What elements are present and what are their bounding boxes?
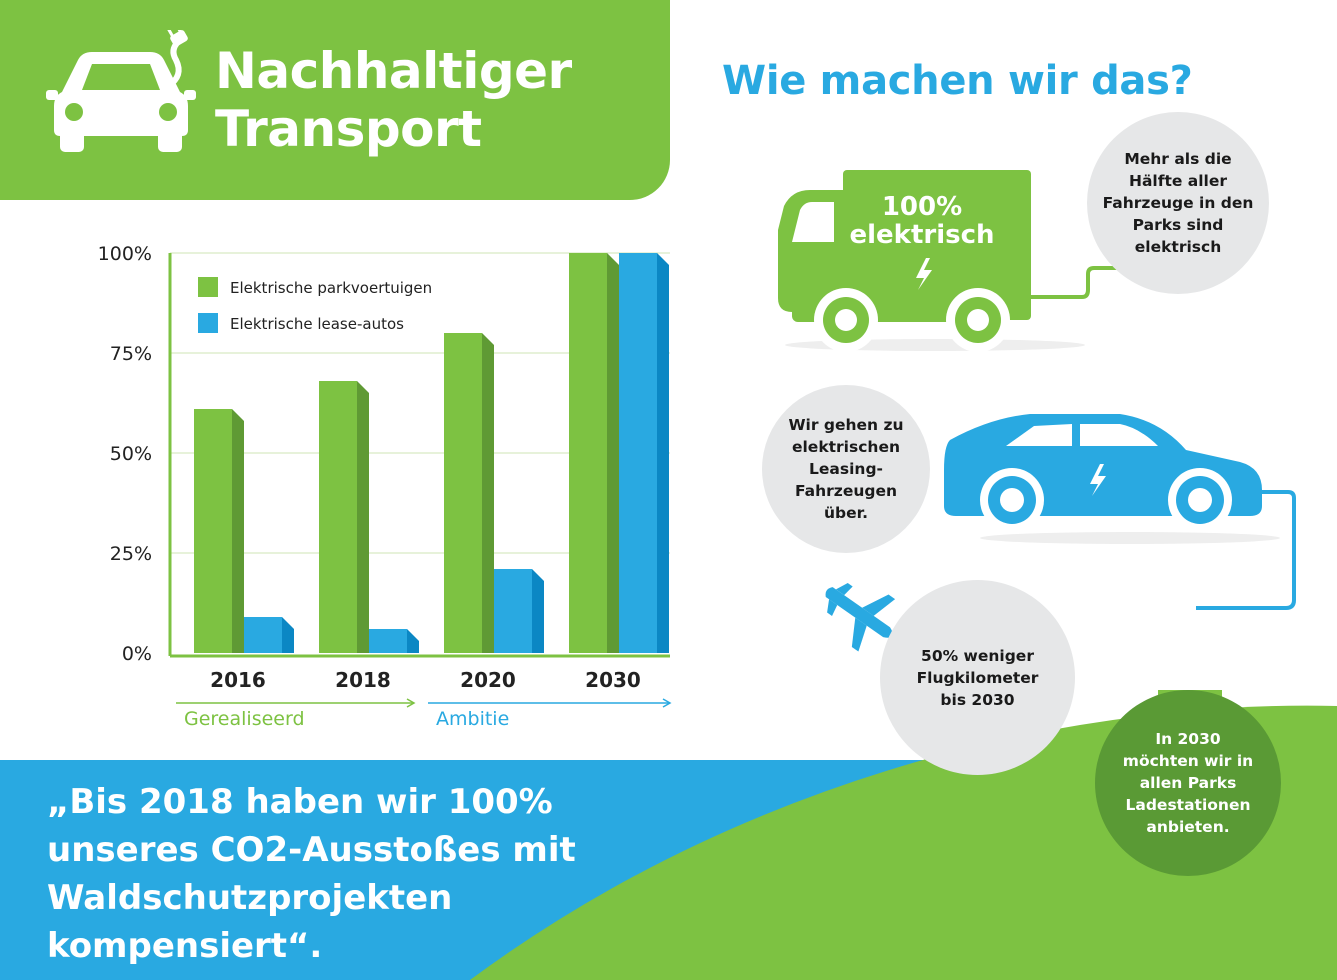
bar-lease-autos-2020 bbox=[494, 569, 544, 653]
electric-car-plug-icon bbox=[46, 30, 196, 152]
y-axis-ticks: 0% 25% 50% 75% 100% bbox=[98, 243, 152, 665]
bar-side bbox=[532, 569, 544, 653]
x-category-label: 2030 bbox=[585, 668, 641, 692]
legend-swatch bbox=[198, 277, 218, 297]
truck-cable bbox=[1031, 266, 1175, 299]
y-tick-label: 100% bbox=[98, 243, 152, 265]
y-tick-label: 75% bbox=[110, 343, 152, 365]
bar-face bbox=[444, 333, 482, 653]
truck-label: 100% elektrisch bbox=[849, 192, 995, 250]
y-tick-label: 0% bbox=[122, 643, 152, 665]
quote-text: „Bis 2018 haben wir 100% unseres CO2-Aus… bbox=[47, 782, 576, 966]
legend-swatch bbox=[198, 313, 218, 333]
bar-lease-autos-2030 bbox=[619, 253, 669, 653]
x-axis-labels: 2016 2018 2020 2030 bbox=[210, 668, 641, 692]
bar-side bbox=[407, 629, 419, 653]
bar-parkvoertuigen-2030 bbox=[569, 253, 619, 653]
bar-face bbox=[319, 381, 357, 653]
bar-side bbox=[232, 409, 244, 653]
y-tick-label: 50% bbox=[110, 443, 152, 465]
bar-side bbox=[607, 253, 619, 653]
chart-bars bbox=[194, 253, 669, 653]
bolt-icon bbox=[916, 258, 932, 290]
section-title: Wie machen wir das? bbox=[722, 58, 1193, 104]
bar-parkvoertuigen-2018 bbox=[319, 381, 369, 653]
car-info-bubble: Wir gehen zu elektrischen Leasing-Fahrze… bbox=[762, 385, 930, 553]
truck-info-bubble: Mehr als die Hälfte aller Fahrzeuge in d… bbox=[1087, 112, 1269, 294]
page-title: Nachhaltiger Transport bbox=[215, 42, 572, 158]
bar-side bbox=[482, 333, 494, 653]
bar-face bbox=[369, 629, 407, 653]
bar-face bbox=[244, 617, 282, 653]
bar-side bbox=[657, 253, 669, 653]
bar-parkvoertuigen-2016 bbox=[194, 409, 244, 653]
x-category-label: 2016 bbox=[210, 668, 266, 692]
bar-face bbox=[494, 569, 532, 653]
transport-illustrations bbox=[778, 170, 1296, 652]
legend-label: Elektrische parkvoertuigen bbox=[230, 279, 432, 297]
charging-info-bubble: In 2030 möchten wir in allen Parks Lades… bbox=[1095, 690, 1281, 876]
x-category-label: 2018 bbox=[335, 668, 391, 692]
bar-parkvoertuigen-2020 bbox=[444, 333, 494, 653]
period-label: Ambitie bbox=[436, 708, 509, 730]
bar-lease-autos-2016 bbox=[244, 617, 294, 653]
period-arrow-head bbox=[662, 698, 672, 708]
bar-lease-autos-2018 bbox=[369, 629, 419, 653]
bolt-icon bbox=[1090, 464, 1106, 496]
y-tick-label: 25% bbox=[110, 543, 152, 565]
period-label: Gerealiseerd bbox=[184, 708, 305, 730]
x-category-label: 2020 bbox=[460, 668, 516, 692]
flight-info-bubble: 50% weniger Flugkilometer bis 2030 bbox=[880, 580, 1075, 775]
airplane-icon bbox=[825, 583, 896, 652]
car-cable bbox=[1196, 490, 1296, 610]
bar-face bbox=[569, 253, 607, 653]
legend-label: Elektrische lease-autos bbox=[230, 315, 404, 333]
period-markers: Gerealiseerd Ambitie bbox=[176, 698, 672, 730]
car-icon bbox=[944, 414, 1262, 532]
bar-face bbox=[194, 409, 232, 653]
bar-side bbox=[357, 381, 369, 653]
bar-side bbox=[282, 617, 294, 653]
car-shadow bbox=[980, 532, 1280, 544]
bar-chart: 0% 25% 50% 75% 100% 2016 2018 2020 2030 Elektri… bbox=[98, 243, 672, 730]
chart-legend: Elektrische parkvoertuigen Elektrische le… bbox=[198, 277, 432, 333]
bar-face bbox=[619, 253, 657, 653]
period-arrow-head bbox=[406, 698, 416, 708]
truck-icon bbox=[778, 170, 1031, 352]
